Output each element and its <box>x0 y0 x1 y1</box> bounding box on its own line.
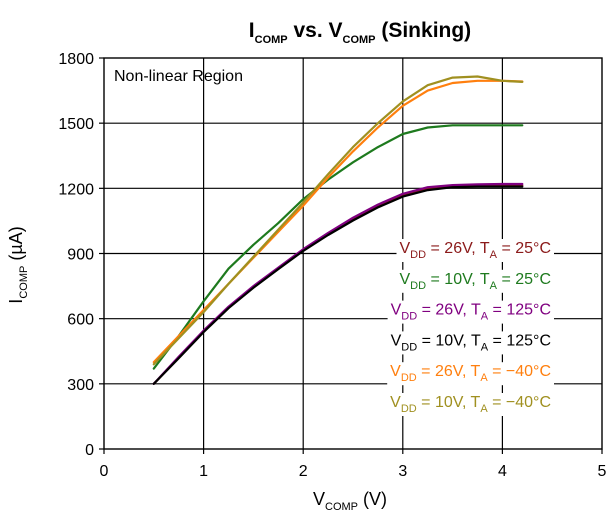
legend: VDD = 26V, TA = 25°C VDD = 10V, TA = 25°C… <box>387 239 554 416</box>
y-tick-label: 900 <box>67 247 94 264</box>
x-axis-label: VCOMP (V) <box>313 489 387 513</box>
chart-title: ICOMP vs. VCOMP (Sinking) <box>249 19 471 46</box>
legend-bg <box>387 331 554 355</box>
y-tick-label: 1500 <box>58 116 94 133</box>
legend-bg <box>387 362 554 386</box>
x-tick-label: 5 <box>598 463 607 480</box>
y-tick-label: 300 <box>67 377 94 394</box>
x-tick-label: 2 <box>299 463 308 480</box>
series-line-6 <box>152 75 524 366</box>
y-tick-label: 600 <box>67 312 94 329</box>
x-tick-label: 0 <box>100 463 109 480</box>
legend-bg <box>387 300 554 324</box>
y-tick-label: 1800 <box>58 51 94 68</box>
legend-entry-5: VDD = 26V, TA = −40°C <box>390 363 551 384</box>
series-line-4 <box>152 185 524 385</box>
legend-bg <box>387 393 554 416</box>
data-series <box>152 75 524 385</box>
legend-entry-4: VDD = 10V, TA = 125°C <box>391 332 551 353</box>
x-tick-label: 4 <box>498 463 507 480</box>
legend-entry-2: VDD = 10V, TA = 25°C <box>400 271 552 292</box>
legend-entry-1: VDD = 26V, TA = 25°C <box>400 240 552 261</box>
annotation-nonlinear-region: Non-linear Region <box>114 68 243 85</box>
y-tick-label: 0 <box>85 442 94 459</box>
legend-entry-3: VDD = 26V, TA = 125°C <box>391 302 551 323</box>
x-tick-label: 1 <box>199 463 208 480</box>
y-axis-ticks: 0 300 600 900 1200 1500 1800 <box>58 51 104 459</box>
series-line-2 <box>152 124 524 370</box>
y-axis-label: ICOMP (µA) <box>6 226 30 303</box>
legend-bg <box>396 269 554 293</box>
legend-entry-6: VDD = 10V, TA = −40°C <box>390 394 551 415</box>
legend-bg <box>396 239 554 262</box>
y-tick-label: 1200 <box>58 181 94 198</box>
x-tick-label: 3 <box>398 463 407 480</box>
x-axis-ticks: 0 1 2 3 4 5 <box>100 449 607 480</box>
